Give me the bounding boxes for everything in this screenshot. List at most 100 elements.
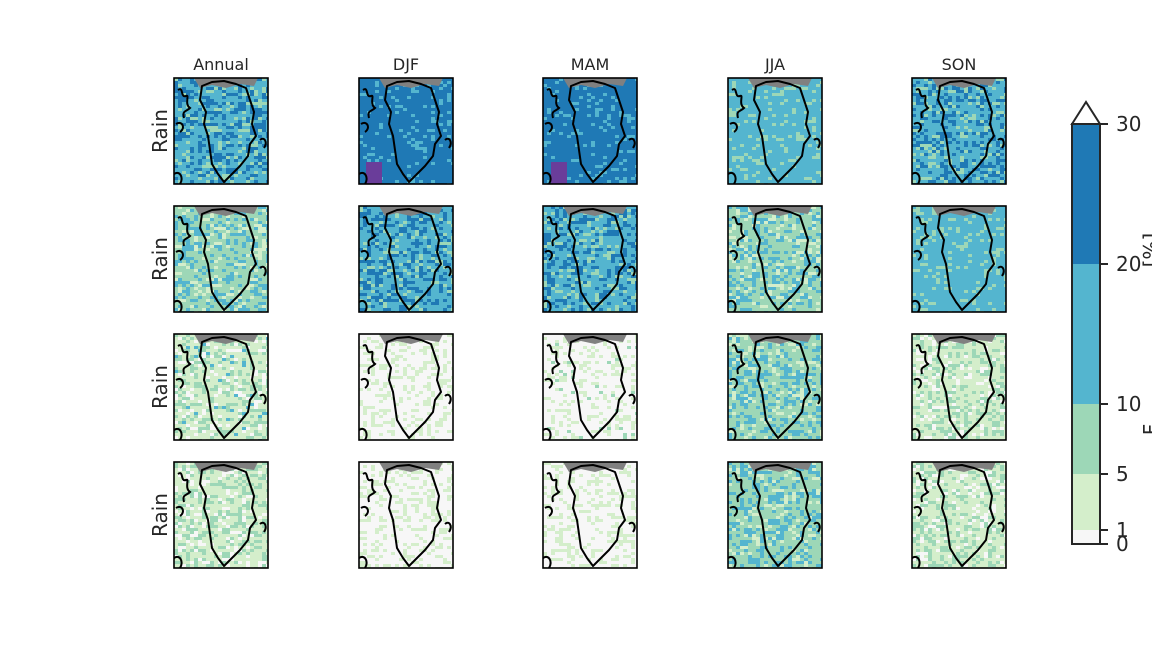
field-cell bbox=[732, 165, 737, 169]
field-cell bbox=[379, 90, 384, 94]
field-cell bbox=[924, 114, 929, 118]
field-cell bbox=[246, 284, 251, 288]
field-cell bbox=[932, 114, 937, 118]
field-cell bbox=[635, 120, 637, 124]
field-cell bbox=[222, 165, 227, 169]
field-cell bbox=[591, 120, 596, 124]
field-cell bbox=[635, 84, 637, 88]
field-cell bbox=[230, 150, 235, 154]
field-cell bbox=[752, 141, 757, 145]
field-cell bbox=[615, 120, 620, 124]
field-cell bbox=[611, 135, 616, 139]
field-cell bbox=[768, 90, 773, 94]
field-cell bbox=[226, 221, 231, 225]
field-cell bbox=[451, 93, 453, 97]
field-cell bbox=[956, 141, 961, 145]
field-cell bbox=[174, 159, 179, 163]
field-cell bbox=[359, 168, 364, 172]
field-cell bbox=[399, 105, 404, 109]
field-cell bbox=[543, 123, 548, 127]
field-cell bbox=[210, 260, 215, 264]
field-cell bbox=[367, 81, 372, 85]
field-cell bbox=[238, 159, 243, 163]
field-cell bbox=[238, 284, 243, 288]
field-cell bbox=[812, 153, 817, 157]
field-cell bbox=[443, 90, 448, 94]
field-cell bbox=[230, 248, 235, 252]
field-cell bbox=[226, 248, 231, 252]
field-cell bbox=[559, 159, 564, 163]
field-cell bbox=[756, 165, 761, 169]
field-cell bbox=[784, 123, 789, 127]
field-cell bbox=[587, 108, 592, 112]
field-cell bbox=[403, 111, 408, 115]
field-cell bbox=[411, 165, 416, 169]
field-cell bbox=[944, 117, 949, 121]
field-cell bbox=[230, 120, 235, 124]
field-cell bbox=[234, 215, 239, 219]
field-cell bbox=[972, 123, 977, 127]
field-cell bbox=[764, 144, 769, 148]
field-cell bbox=[234, 108, 239, 112]
field-cell bbox=[603, 120, 608, 124]
field-cell bbox=[218, 177, 223, 181]
field-cell bbox=[206, 96, 211, 100]
field-cell bbox=[190, 168, 195, 172]
field-cell bbox=[379, 141, 384, 145]
field-cell bbox=[258, 117, 263, 121]
field-cell bbox=[956, 105, 961, 109]
field-cell bbox=[820, 168, 822, 172]
field-cell bbox=[583, 153, 588, 157]
field-cell bbox=[543, 93, 548, 97]
field-cell bbox=[266, 84, 268, 88]
field-cell bbox=[1004, 147, 1006, 151]
field-cell bbox=[190, 108, 195, 112]
field-cell bbox=[956, 135, 961, 139]
field-cell bbox=[210, 129, 215, 133]
field-cell bbox=[246, 132, 251, 136]
field-cell bbox=[178, 93, 183, 97]
field-cell bbox=[559, 84, 564, 88]
field-cell bbox=[972, 126, 977, 130]
field-cell bbox=[956, 165, 961, 169]
field-cell bbox=[178, 168, 183, 172]
field-cell bbox=[615, 96, 620, 100]
field-cell bbox=[764, 141, 769, 145]
field-cell bbox=[395, 165, 400, 169]
field-cell bbox=[744, 156, 749, 160]
field-cell bbox=[375, 156, 380, 160]
field-cell bbox=[603, 114, 608, 118]
field-cell bbox=[210, 224, 215, 228]
field-cell bbox=[784, 165, 789, 169]
field-cell bbox=[559, 126, 564, 130]
field-cell bbox=[728, 84, 733, 88]
field-cell bbox=[262, 233, 267, 237]
field-cell bbox=[250, 180, 255, 184]
field-cell bbox=[940, 168, 945, 172]
field-cell bbox=[960, 132, 965, 136]
field-cell bbox=[816, 87, 821, 91]
field-cell bbox=[238, 171, 243, 175]
field-cell bbox=[447, 135, 452, 139]
field-cell bbox=[627, 132, 632, 136]
field-cell bbox=[198, 123, 203, 127]
field-cell bbox=[571, 129, 576, 133]
field-cell bbox=[800, 180, 805, 184]
field-cell bbox=[375, 87, 380, 91]
field-cell bbox=[960, 93, 965, 97]
field-cell bbox=[940, 162, 945, 166]
field-cell bbox=[266, 135, 268, 139]
field-cell bbox=[234, 153, 239, 157]
field-cell bbox=[190, 135, 195, 139]
field-cell bbox=[760, 144, 765, 148]
field-cell bbox=[431, 180, 436, 184]
field-cell bbox=[367, 102, 372, 106]
field-cell bbox=[210, 272, 215, 276]
field-cell bbox=[916, 84, 921, 88]
field-cell bbox=[796, 102, 801, 106]
field-cell bbox=[996, 105, 1001, 109]
field-cell bbox=[968, 123, 973, 127]
field-cell bbox=[367, 132, 372, 136]
field-cell bbox=[246, 171, 251, 175]
field-cell bbox=[988, 150, 993, 154]
